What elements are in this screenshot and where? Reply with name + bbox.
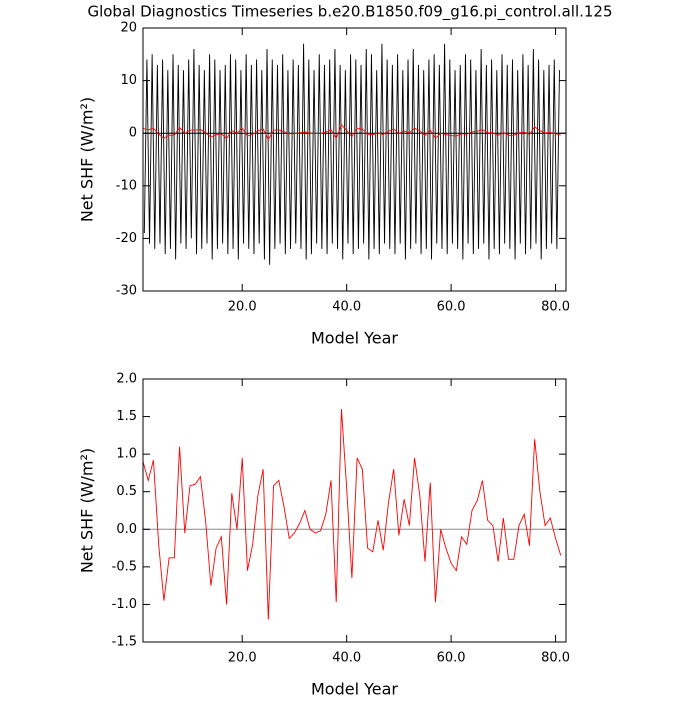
y-tick-label: 1.5 (116, 409, 137, 424)
y-tick-label: 1.0 (116, 447, 137, 462)
x-axis-label: Model Year (311, 680, 398, 699)
y-tick-label: 2.0 (116, 372, 137, 387)
data-line (143, 43, 560, 265)
y-tick-label: 0.5 (116, 484, 137, 499)
plot-frame (142, 378, 567, 643)
y-axis-label: Net SHF (W/m²) (78, 448, 97, 573)
x-tick-label: 80.0 (541, 300, 570, 315)
y-tick-label: -1.5 (112, 635, 137, 650)
y-tick-label: -10 (116, 178, 137, 193)
x-tick-label: 60.0 (437, 300, 466, 315)
y-tick-label: -30 (116, 284, 137, 299)
x-tick-label: 20.0 (228, 651, 257, 666)
x-tick-label: 40.0 (332, 651, 361, 666)
plot-frame (142, 27, 567, 292)
y-tick-label: 20 (120, 21, 137, 36)
y-tick-label: -20 (116, 231, 137, 246)
data-line (142, 123, 561, 141)
y-tick-label: 0.0 (116, 522, 137, 537)
x-tick-label: 80.0 (541, 651, 570, 666)
data-line (142, 409, 562, 620)
x-axis-label: Model Year (311, 329, 398, 348)
x-tick-label: 40.0 (332, 300, 361, 315)
y-tick-label: 0 (129, 126, 137, 141)
chart-title: Global Diagnostics Timeseries b.e20.B185… (87, 3, 612, 22)
y-tick-label: 10 (120, 73, 137, 88)
y-tick-label: -0.5 (112, 559, 137, 574)
y-axis-label: Net SHF (W/m²) (78, 97, 97, 222)
y-tick-label: -1.0 (112, 597, 137, 612)
x-tick-label: 20.0 (228, 300, 257, 315)
x-tick-label: 60.0 (437, 651, 466, 666)
